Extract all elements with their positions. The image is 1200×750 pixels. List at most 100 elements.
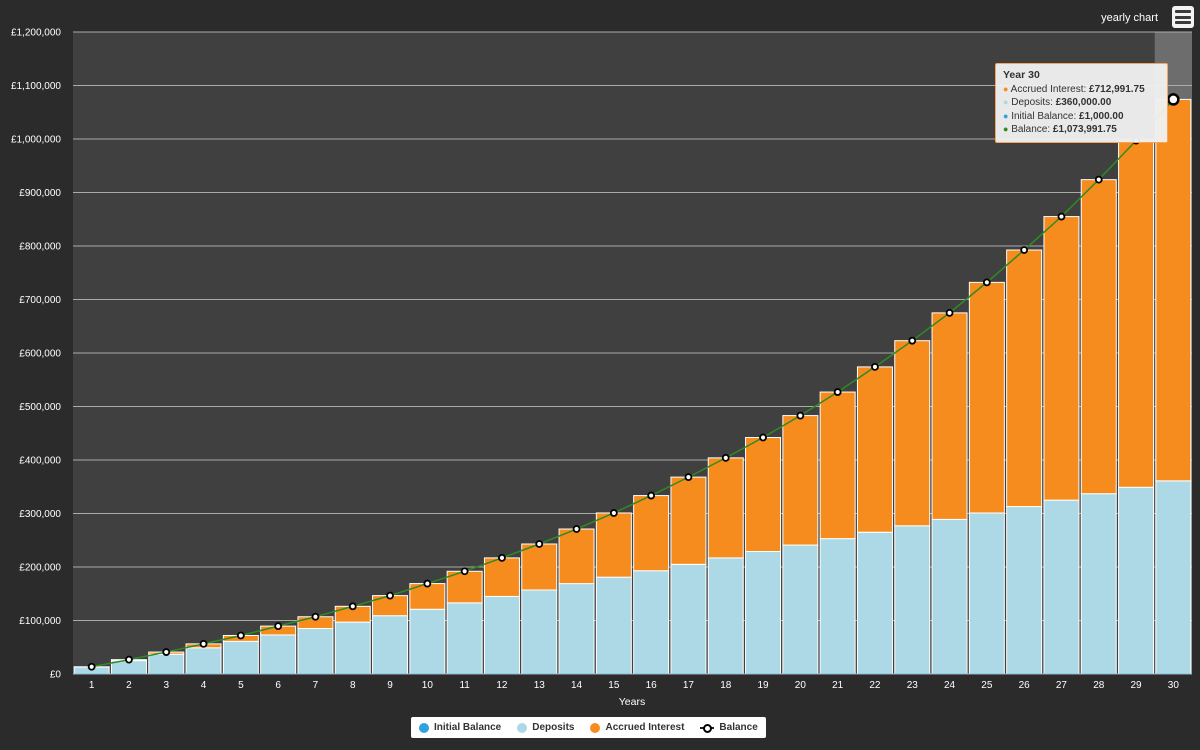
balance-point[interactable] <box>535 540 544 548</box>
bar-accrued-interest[interactable] <box>1080 179 1117 495</box>
balance-point[interactable] <box>274 622 283 631</box>
legend-item-initial-balance[interactable]: Initial Balance <box>419 722 501 733</box>
bar-accrued-interest[interactable] <box>1155 98 1192 482</box>
bar-deposits[interactable] <box>260 634 297 674</box>
bar-accrued-interest[interactable] <box>1118 140 1155 488</box>
balance-point[interactable] <box>87 662 96 671</box>
balance-point[interactable] <box>199 639 208 648</box>
bar-initial-balance[interactable] <box>484 673 520 674</box>
bar-initial-balance[interactable] <box>1006 673 1042 674</box>
bar-initial-balance[interactable] <box>1118 673 1154 674</box>
bar-initial-balance[interactable] <box>74 673 110 674</box>
bar-deposits[interactable] <box>819 538 856 674</box>
bar-deposits[interactable] <box>297 628 334 674</box>
bar-accrued-interest[interactable] <box>521 543 558 591</box>
bar-initial-balance[interactable] <box>521 673 557 674</box>
bar-initial-balance[interactable] <box>633 673 669 674</box>
bar-deposits[interactable] <box>1080 493 1117 674</box>
bar-initial-balance[interactable] <box>223 673 259 674</box>
bar-initial-balance[interactable] <box>335 673 371 674</box>
bar-initial-balance[interactable] <box>820 673 856 674</box>
balance-point[interactable] <box>423 579 432 588</box>
balance-point[interactable] <box>1167 93 1180 106</box>
bar-deposits[interactable] <box>670 563 707 674</box>
balance-point[interactable] <box>982 278 991 287</box>
bar-initial-balance[interactable] <box>596 673 632 674</box>
bar-deposits[interactable] <box>595 576 632 674</box>
bar-accrued-interest[interactable] <box>707 457 744 559</box>
balance-point[interactable] <box>908 336 917 345</box>
balance-point[interactable] <box>386 591 394 600</box>
bar-initial-balance[interactable] <box>1043 673 1079 674</box>
balance-point[interactable] <box>647 491 656 500</box>
bar-accrued-interest[interactable] <box>1006 249 1043 508</box>
bar-deposits[interactable] <box>1155 480 1192 674</box>
bar-deposits[interactable] <box>1118 486 1155 674</box>
bar-deposits[interactable] <box>968 512 1005 674</box>
bar-accrued-interest[interactable] <box>670 476 707 565</box>
bar-accrued-interest[interactable] <box>595 512 632 578</box>
bar-deposits[interactable] <box>707 557 744 674</box>
bar-deposits[interactable] <box>931 518 968 674</box>
bar-accrued-interest[interactable] <box>782 415 819 546</box>
balance-point[interactable] <box>348 602 357 611</box>
bar-initial-balance[interactable] <box>297 673 333 674</box>
bar-accrued-interest[interactable] <box>483 557 520 597</box>
bar-initial-balance[interactable] <box>670 673 706 674</box>
bar-deposits[interactable] <box>334 621 371 674</box>
bar-deposits[interactable] <box>446 602 483 674</box>
bar-initial-balance[interactable] <box>932 673 968 674</box>
bar-accrued-interest[interactable] <box>968 281 1005 514</box>
legend-item-accrued-interest[interactable]: Accrued Interest <box>590 722 684 733</box>
bar-deposits[interactable] <box>782 544 819 674</box>
bar-initial-balance[interactable] <box>409 673 445 674</box>
balance-point[interactable] <box>498 554 506 562</box>
balance-point[interactable] <box>796 411 805 420</box>
bar-deposits[interactable] <box>222 640 259 674</box>
bar-initial-balance[interactable] <box>782 673 818 674</box>
bar-initial-balance[interactable] <box>1155 673 1191 674</box>
bar-deposits[interactable] <box>409 608 446 674</box>
balance-point[interactable] <box>721 453 730 462</box>
bar-initial-balance[interactable] <box>186 673 222 674</box>
bar-initial-balance[interactable] <box>969 673 1005 674</box>
bar-accrued-interest[interactable] <box>894 340 931 527</box>
bar-initial-balance[interactable] <box>260 673 296 674</box>
bar-initial-balance[interactable] <box>111 673 147 674</box>
bar-initial-balance[interactable] <box>708 673 744 674</box>
bar-initial-balance[interactable] <box>857 673 893 674</box>
bar-initial-balance[interactable] <box>447 673 483 674</box>
bar-deposits[interactable] <box>372 615 409 674</box>
bar-accrued-interest[interactable] <box>446 570 483 604</box>
bar-initial-balance[interactable] <box>372 673 408 674</box>
bar-initial-balance[interactable] <box>745 673 781 674</box>
balance-point[interactable] <box>1094 175 1103 184</box>
bar-initial-balance[interactable] <box>894 673 930 674</box>
menu-button[interactable] <box>1172 6 1194 28</box>
bar-deposits[interactable] <box>148 653 185 674</box>
balance-point[interactable] <box>833 388 842 396</box>
balance-point[interactable] <box>871 363 879 371</box>
bar-initial-balance[interactable] <box>1081 673 1117 674</box>
bar-deposits[interactable] <box>483 595 520 674</box>
balance-point[interactable] <box>460 567 469 576</box>
bar-accrued-interest[interactable] <box>1043 216 1080 501</box>
bar-accrued-interest[interactable] <box>819 391 856 540</box>
bar-deposits[interactable] <box>633 570 670 674</box>
bar-deposits[interactable] <box>1006 506 1043 674</box>
bar-deposits[interactable] <box>521 589 558 674</box>
bar-accrued-interest[interactable] <box>931 312 968 520</box>
bar-initial-balance[interactable] <box>559 673 595 674</box>
balance-point[interactable] <box>125 655 133 664</box>
bar-deposits[interactable] <box>1043 499 1080 674</box>
balance-point[interactable] <box>311 612 320 621</box>
balance-point[interactable] <box>236 631 245 640</box>
legend-item-deposits[interactable]: Deposits <box>517 722 574 733</box>
bar-accrued-interest[interactable] <box>745 437 782 552</box>
balance-point[interactable] <box>162 648 171 656</box>
legend-item-balance[interactable]: Balance <box>700 722 758 733</box>
balance-point[interactable] <box>684 473 693 482</box>
bar-deposits[interactable] <box>185 647 222 674</box>
balance-point[interactable] <box>945 308 954 317</box>
balance-point[interactable] <box>572 525 581 533</box>
